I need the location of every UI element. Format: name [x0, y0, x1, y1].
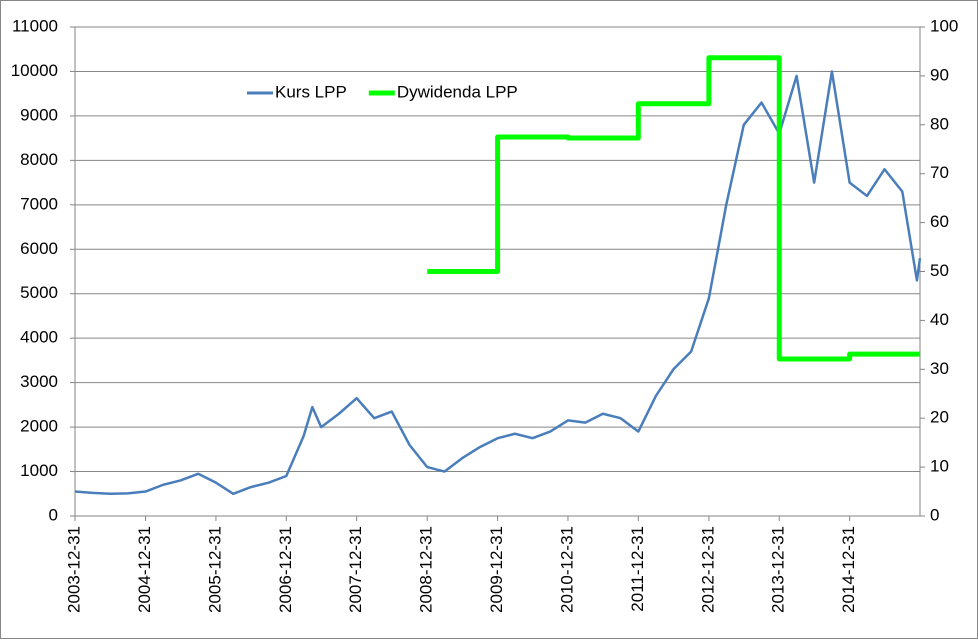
y2-tick-label: 50 — [930, 261, 949, 280]
series-line — [74, 70, 922, 496]
y-tick-label: 9000 — [20, 105, 58, 124]
y2-tick-label: 10 — [930, 457, 949, 476]
y-tick-label: 6000 — [20, 239, 58, 258]
y-tick-label: 8000 — [20, 150, 58, 169]
y2-tick-label: 20 — [930, 408, 949, 427]
x-tick-label: 2007-12-31 — [346, 526, 365, 613]
y-tick-label: 2000 — [20, 417, 58, 436]
y-tick-label: 1000 — [20, 461, 58, 480]
y-tick-label: 3000 — [20, 372, 58, 391]
y-tick-label: 4000 — [20, 328, 58, 347]
y2-tick-label: 30 — [930, 359, 949, 378]
y-tick-label: 11000 — [12, 16, 58, 35]
x-tick-label: 2011-12-31 — [628, 526, 647, 612]
y2-tick-label: 40 — [930, 310, 949, 329]
y-tick-label: 0 — [49, 505, 58, 524]
x-tick-label: 2008-12-31 — [417, 526, 436, 613]
y-tick-label: 10000 — [11, 61, 58, 80]
x-tick-label: 2009-12-31 — [487, 526, 506, 613]
series-line — [427, 55, 920, 362]
x-tick-label: 2013-12-31 — [769, 526, 788, 613]
y2-tick-label: 90 — [930, 65, 949, 84]
legend-label: Kurs LPP — [275, 82, 347, 101]
y2-tick-label: 0 — [930, 505, 939, 524]
y2-tick-label: 70 — [930, 163, 949, 182]
x-tick-label: 2010-12-31 — [557, 526, 576, 613]
y2-tick-label: 100 — [930, 16, 958, 35]
x-tick-label: 2012-12-31 — [698, 526, 717, 613]
y2-tick-label: 80 — [930, 114, 949, 133]
x-tick-label: 2003-12-31 — [64, 526, 83, 613]
x-tick-label: 2005-12-31 — [205, 526, 224, 613]
y-tick-label: 5000 — [20, 283, 58, 302]
x-tick-label: 2006-12-31 — [276, 526, 295, 613]
legend-label: Dywidenda LPP — [397, 82, 518, 101]
y-tick-label: 7000 — [20, 194, 58, 213]
x-tick-label: 2004-12-31 — [135, 526, 154, 613]
y2-tick-label: 60 — [930, 212, 949, 231]
x-tick-label: 2014-12-31 — [839, 526, 858, 613]
